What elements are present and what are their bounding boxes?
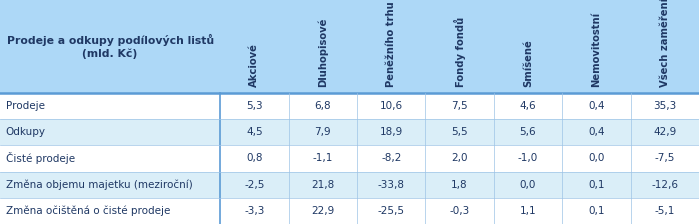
Text: Všech zaměření: Všech zaměření — [660, 0, 670, 87]
Text: Změna objemu majetku (meziroční): Změna objemu majetku (meziroční) — [6, 179, 192, 190]
Text: -2,5: -2,5 — [244, 180, 265, 190]
Bar — [0, 172, 699, 198]
Bar — [0, 93, 699, 119]
Text: 10,6: 10,6 — [380, 101, 403, 111]
Text: 7,5: 7,5 — [452, 101, 468, 111]
Text: 4,5: 4,5 — [246, 127, 263, 137]
Text: 0,8: 0,8 — [246, 153, 263, 164]
Text: -12,6: -12,6 — [651, 180, 678, 190]
Text: Fondy fondů: Fondy fondů — [454, 17, 466, 87]
Text: 5,6: 5,6 — [519, 127, 536, 137]
Text: 0,1: 0,1 — [588, 180, 605, 190]
Text: -5,1: -5,1 — [654, 206, 675, 216]
Text: -33,8: -33,8 — [377, 180, 405, 190]
Text: -1,0: -1,0 — [518, 153, 538, 164]
Text: 5,5: 5,5 — [452, 127, 468, 137]
Text: 2,0: 2,0 — [452, 153, 468, 164]
Text: 22,9: 22,9 — [311, 206, 334, 216]
Bar — [0, 145, 699, 172]
Text: 0,1: 0,1 — [588, 206, 605, 216]
Bar — [0, 198, 699, 224]
Text: -0,3: -0,3 — [449, 206, 470, 216]
Text: -3,3: -3,3 — [244, 206, 265, 216]
Text: 7,9: 7,9 — [315, 127, 331, 137]
Text: 1,1: 1,1 — [519, 206, 536, 216]
Text: 0,0: 0,0 — [520, 180, 536, 190]
Text: -25,5: -25,5 — [377, 206, 405, 216]
Text: Akciové: Akciové — [250, 43, 259, 87]
Text: Prodeje: Prodeje — [6, 101, 45, 111]
Text: Peněžního trhu: Peněžního trhu — [386, 2, 396, 87]
Text: -7,5: -7,5 — [654, 153, 675, 164]
Text: 0,4: 0,4 — [588, 127, 605, 137]
Text: 0,4: 0,4 — [588, 101, 605, 111]
Text: 42,9: 42,9 — [653, 127, 677, 137]
Text: 0,0: 0,0 — [589, 153, 605, 164]
Text: -8,2: -8,2 — [381, 153, 401, 164]
Text: 1,8: 1,8 — [452, 180, 468, 190]
Bar — [0, 119, 699, 145]
Text: Čisté prodeje: Čisté prodeje — [6, 153, 75, 164]
Text: 5,3: 5,3 — [246, 101, 263, 111]
Text: -1,1: -1,1 — [312, 153, 333, 164]
Text: Dluhopisové: Dluhopisové — [317, 18, 328, 87]
Text: 6,8: 6,8 — [315, 101, 331, 111]
Text: 18,9: 18,9 — [380, 127, 403, 137]
Text: Nemovitostní: Nemovitostní — [591, 12, 601, 87]
Text: Prodeje a odkupy podílových listů
(mld. Kč): Prodeje a odkupy podílových listů (mld. … — [6, 34, 214, 59]
Text: 21,8: 21,8 — [311, 180, 334, 190]
Text: Smíšené: Smíšené — [523, 40, 533, 87]
Text: Změna očištěná o čisté prodeje: Změna očištěná o čisté prodeje — [6, 206, 170, 216]
Text: 35,3: 35,3 — [653, 101, 677, 111]
Text: Odkupy: Odkupy — [6, 127, 45, 137]
Text: 4,6: 4,6 — [519, 101, 536, 111]
